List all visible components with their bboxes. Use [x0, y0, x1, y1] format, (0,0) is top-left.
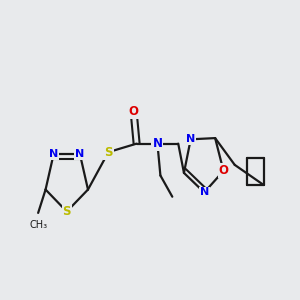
Text: N: N: [49, 149, 58, 159]
Text: N: N: [200, 188, 209, 197]
Text: N: N: [152, 137, 162, 150]
Text: O: O: [218, 164, 229, 177]
Text: CH₃: CH₃: [29, 220, 47, 230]
Text: N: N: [75, 149, 85, 159]
Text: O: O: [129, 105, 139, 118]
Text: S: S: [62, 205, 71, 218]
Text: S: S: [104, 146, 112, 159]
Text: N: N: [186, 134, 195, 144]
